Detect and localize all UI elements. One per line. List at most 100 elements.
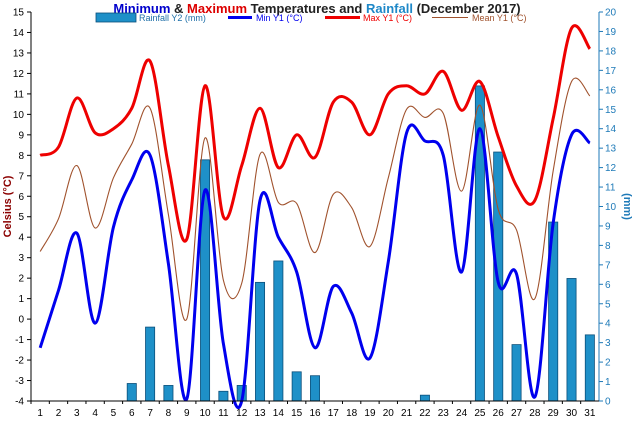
y-left-tick-label: 4 [18, 233, 24, 244]
legend-rain-swatch [95, 12, 137, 23]
x-tick-label: 31 [584, 408, 596, 419]
y-left-tick-label: 8 [18, 151, 24, 162]
rainfall-bar-day-6 [126, 383, 137, 402]
legend-rain-label: Rainfall Y2 (mm) [139, 13, 206, 23]
x-tick-label: 19 [364, 408, 376, 419]
y-left-tick-label: 9 [18, 130, 24, 141]
rainfall-bar-day-7 [145, 326, 156, 402]
x-tick-label: 30 [566, 408, 578, 419]
title-period: (December 2017) [413, 1, 521, 16]
title-maximum: Maximum [187, 1, 247, 16]
y-left-axis-title: Celsius (°C) [2, 175, 14, 237]
rainfall-bar-day-8 [163, 385, 174, 402]
y-left-tick-label: 12 [13, 69, 25, 80]
y-left-tick-label: 2 [18, 274, 24, 285]
x-tick-label: 26 [493, 408, 505, 419]
y-left-tick-label: 10 [13, 110, 25, 121]
x-tick-label: 17 [328, 408, 340, 419]
x-tick-label: 25 [474, 408, 486, 419]
x-tick-label: 23 [438, 408, 450, 419]
y-right-tick-label: 7 [605, 260, 611, 271]
x-tick-label: 4 [92, 408, 98, 419]
x-tick-label: 20 [383, 408, 395, 419]
x-tick-label: 12 [236, 408, 248, 419]
x-tick-label: 15 [291, 408, 303, 419]
chart-title: Minimum & Maximum Temperatures and Rainf… [113, 1, 520, 16]
rainfall-bar-day-15 [291, 371, 302, 402]
x-tick-label: 21 [401, 408, 413, 419]
rainfall-bar-day-30 [566, 278, 577, 402]
y-right-tick-label: 13 [605, 144, 617, 155]
x-tick-label: 16 [309, 408, 321, 419]
rainfall-bar-day-11 [218, 390, 229, 402]
rainfall-bar-day-14 [273, 260, 284, 402]
x-tick-label: 3 [74, 408, 80, 419]
rainfall-bar-day-16 [310, 375, 320, 402]
rainfall-bar-day-13 [255, 281, 266, 402]
x-tick-label: 9 [184, 408, 190, 419]
x-tick-label: 7 [147, 408, 153, 419]
y-right-tick-label: 16 [605, 85, 617, 96]
rainfall-bar-day-22 [419, 394, 430, 402]
y-right-tick-label: 0 [605, 397, 611, 408]
y-right-tick-label: 6 [605, 280, 611, 291]
title-rainfall: Rainfall [366, 1, 413, 16]
temperature-lines [38, 24, 592, 410]
y-left-tick-label: 7 [18, 171, 24, 182]
y-right-tick-label: 8 [605, 241, 611, 252]
x-tick-label: 11 [218, 408, 229, 419]
x-tick-label: 29 [548, 408, 560, 419]
x-tick-label: 2 [56, 408, 62, 419]
title-and: & [170, 1, 187, 16]
y-left-tick-label: -4 [15, 397, 24, 408]
x-tick-label: 1 [37, 408, 43, 419]
y-left-tick-label: 11 [14, 89, 25, 100]
y-right-tick-label: 11 [605, 183, 616, 194]
x-tick-label: 22 [419, 408, 431, 419]
rainfall-bar-day-31 [584, 334, 595, 402]
legend-min-label: Min Y1 (°C) [256, 13, 302, 23]
legend-max-label: Max Y1 (°C) [363, 13, 412, 23]
mean-temp-line [39, 77, 591, 321]
y-right-axis-title: (mm) [621, 193, 633, 220]
rainfall-bar-day-27 [511, 344, 522, 402]
y-left-tick-label: -3 [15, 376, 24, 387]
x-tick-label: 10 [200, 408, 212, 419]
x-tick-label: 28 [529, 408, 541, 419]
y-right-tick-label: 15 [605, 105, 617, 116]
y-right-tick-label: 12 [605, 163, 617, 174]
title-temperatures-and: Temperatures and [247, 1, 366, 16]
y-right-tick-label: 5 [605, 299, 611, 310]
axes: -4-3-2-101234567891011121314150123456789… [2, 8, 633, 420]
y-right-tick-label: 2 [605, 358, 611, 369]
y-right-tick-label: 10 [605, 202, 617, 213]
x-tick-label: 18 [346, 408, 358, 419]
y-left-tick-label: -2 [15, 356, 24, 367]
y-right-tick-label: 14 [605, 124, 617, 135]
y-right-tick-label: 20 [605, 8, 617, 19]
legend-mean-label: Mean Y1 (°C) [472, 13, 526, 23]
y-left-tick-label: 3 [18, 253, 24, 264]
y-right-tick-label: 1 [605, 377, 611, 388]
y-left-tick-label: -1 [15, 335, 24, 346]
x-tick-label: 24 [456, 408, 468, 419]
title-minimum: Minimum [113, 1, 170, 16]
legend: Rainfall Y2 (mm) Min Y1 (°C) Max Y1 (°C) Me… [95, 12, 526, 23]
y-left-tick-label: 15 [13, 8, 25, 19]
y-left-tick-label: 1 [18, 294, 24, 305]
y-left-tick-label: 0 [18, 315, 24, 326]
min-temp-line [38, 123, 591, 410]
y-left-tick-label: 14 [13, 28, 25, 39]
y-left-tick-label: 6 [18, 192, 24, 203]
y-right-tick-label: 3 [605, 338, 611, 349]
y-right-tick-label: 19 [605, 27, 617, 38]
y-left-tick-label: 5 [18, 212, 24, 223]
x-tick-label: 13 [254, 408, 266, 419]
y-right-tick-label: 18 [605, 46, 617, 57]
y-right-tick-label: 9 [605, 221, 611, 232]
y-right-tick-label: 17 [605, 66, 617, 77]
y-left-tick-label: 13 [13, 48, 25, 59]
x-tick-label: 14 [273, 408, 285, 419]
